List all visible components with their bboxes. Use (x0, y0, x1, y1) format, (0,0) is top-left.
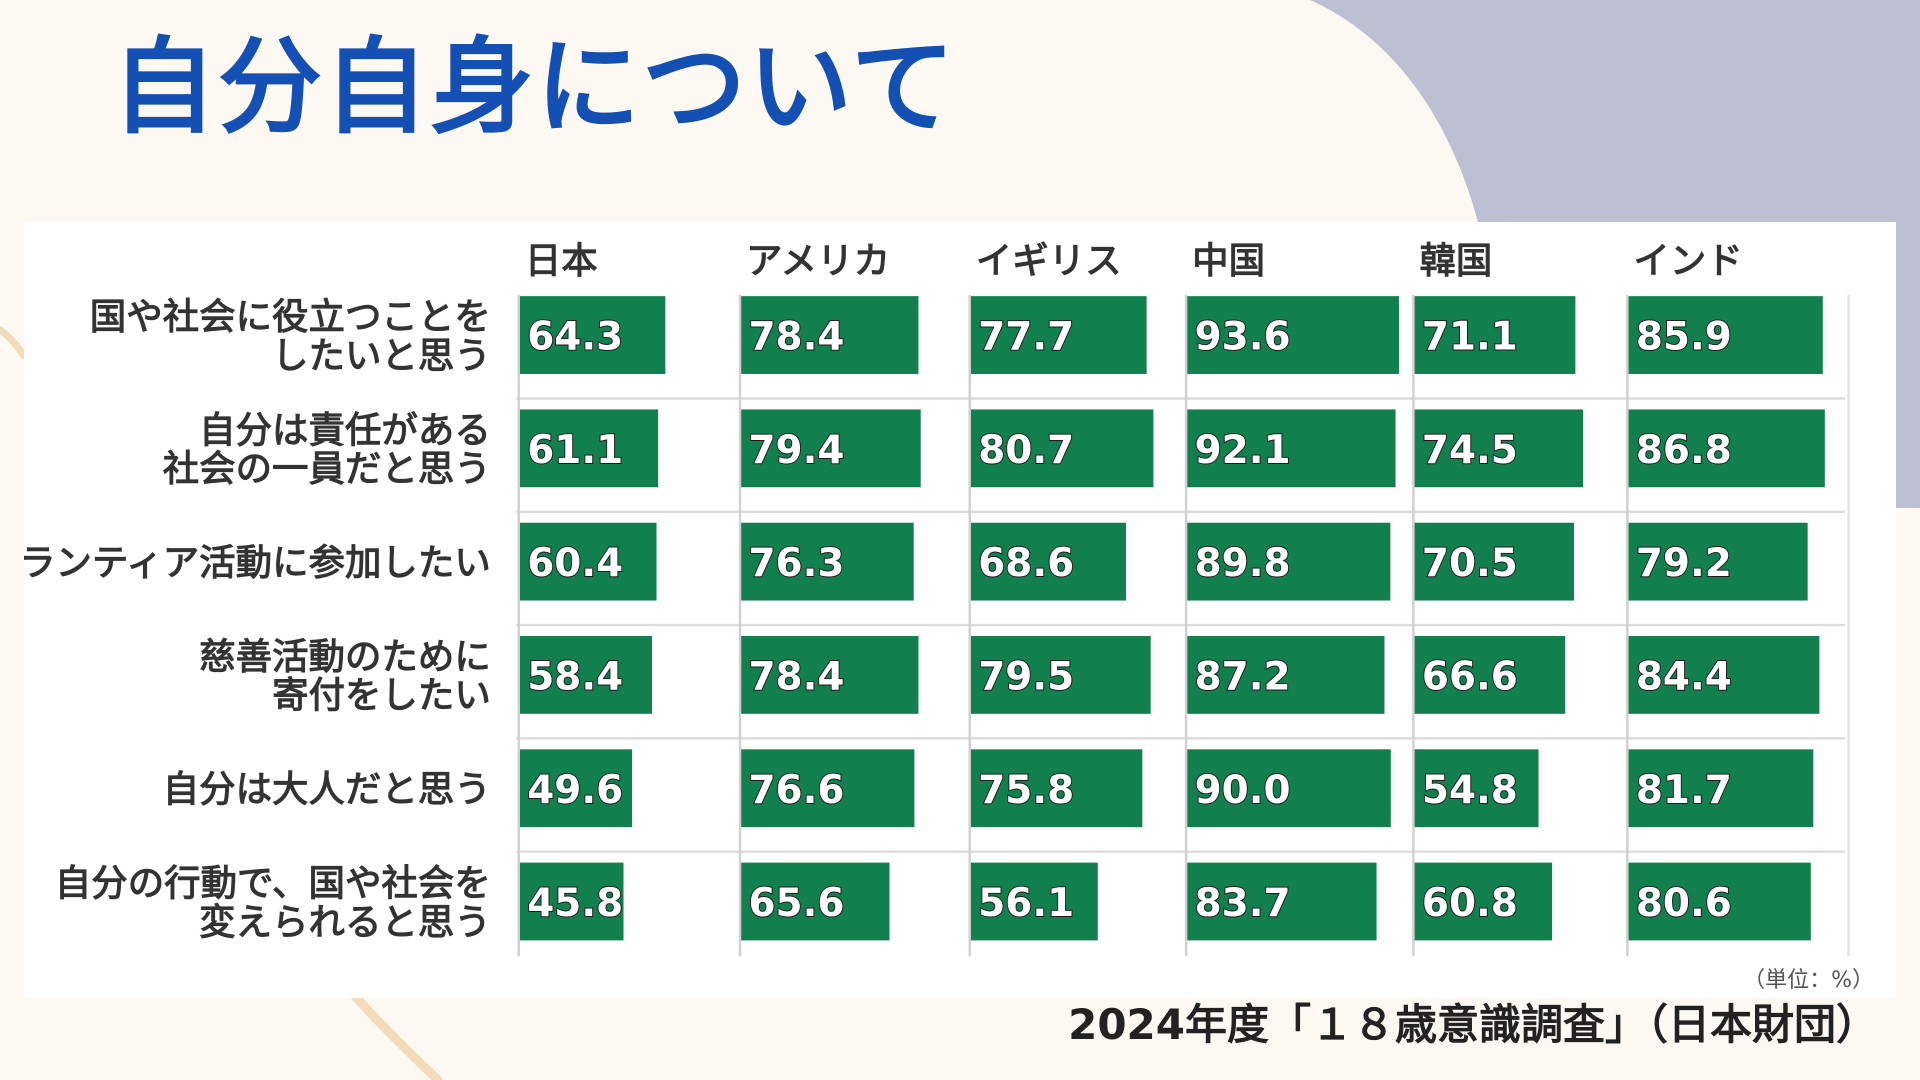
category-label: 国や社会に役立つことを (90, 295, 491, 338)
category-label: 変えられると思う (199, 900, 491, 943)
bar-value-label: 79.2 (1636, 541, 1732, 586)
bar (1414, 522, 1575, 601)
bar-value-label: 76.3 (748, 541, 844, 586)
country-header: 韓国 (1419, 239, 1492, 282)
bar (1628, 409, 1825, 488)
bar-value-label: 81.7 (1636, 768, 1732, 813)
bar (970, 409, 1154, 488)
bar (519, 409, 659, 488)
bar-value-label: 93.6 (1195, 315, 1291, 360)
bar (1187, 409, 1396, 488)
bar (519, 522, 657, 601)
bar (1414, 636, 1566, 714)
bar-value-label: 86.8 (1636, 428, 1732, 473)
bar-value-label: 49.6 (527, 768, 623, 813)
bar-value-label: 79.4 (748, 428, 844, 473)
bar-value-label: 84.4 (1636, 655, 1732, 700)
bar-value-label: 74.5 (1422, 428, 1518, 473)
bar-value-label: 78.4 (748, 655, 844, 700)
bar-value-label: 77.7 (978, 315, 1074, 360)
deco-line-bottom (350, 991, 443, 1080)
bar (1628, 636, 1820, 714)
bar (1414, 749, 1539, 828)
bar (519, 862, 624, 941)
bar (1414, 409, 1584, 488)
bar-value-label: 76.6 (748, 768, 844, 813)
category-label: 寄付をしたい (272, 674, 491, 717)
bar (970, 296, 1147, 374)
category-label: 自分は責任がある (199, 408, 491, 451)
bar-value-label: 85.9 (1636, 315, 1732, 360)
bar-value-label: 71.1 (1422, 315, 1518, 360)
bar (519, 296, 666, 374)
bar (1414, 862, 1553, 941)
bar-value-label: 60.8 (1422, 881, 1518, 926)
country-header: アメリカ (746, 239, 890, 282)
bar-value-label: 54.8 (1422, 768, 1518, 813)
bar (970, 636, 1151, 714)
bar (1187, 636, 1385, 714)
bar-value-label: 58.4 (527, 655, 623, 700)
category-label: 社会の一員だと思う (163, 447, 491, 490)
bar-value-label: 92.1 (1195, 428, 1291, 473)
country-header: 中国 (1192, 239, 1265, 282)
bar-value-label: 87.2 (1195, 655, 1291, 700)
bar-value-label: 45.8 (527, 881, 623, 926)
bar (741, 862, 890, 941)
bar (1628, 862, 1811, 941)
bar (741, 409, 921, 488)
bar (970, 862, 1098, 941)
category-label: したいと思う (272, 334, 491, 377)
bar (741, 636, 919, 714)
bar (1187, 522, 1391, 601)
bar-value-label: 83.7 (1195, 881, 1291, 926)
bar-value-label: 80.7 (978, 428, 1074, 473)
bar (741, 749, 915, 828)
bar-value-label: 66.6 (1422, 655, 1518, 700)
bar-value-label: 78.4 (748, 315, 844, 360)
bar (1628, 296, 1823, 374)
category-label: ボランティア活動に参加したい (24, 541, 491, 584)
category-label: 慈善活動のために (199, 635, 491, 678)
bar (1628, 749, 1814, 828)
bar (741, 296, 919, 374)
page-title: 自分自身について (112, 26, 957, 148)
bar (1414, 296, 1576, 374)
bar-value-label: 68.6 (978, 541, 1074, 586)
bar (970, 522, 1127, 601)
country-header: 日本 (525, 239, 598, 282)
deco-line-left (0, 326, 28, 360)
bar-value-label: 80.6 (1636, 881, 1732, 926)
bar-value-label: 65.6 (748, 881, 844, 926)
source-citation: 2024年度「１８歳意識調査」（日本財団） (1068, 1000, 1878, 1049)
bar-value-label: 60.4 (527, 541, 623, 586)
bar-value-label: 90.0 (1195, 768, 1291, 813)
bar-value-label: 56.1 (978, 881, 1074, 926)
bar (1187, 749, 1391, 828)
bar-value-label: 61.1 (527, 428, 623, 473)
bar-value-label: 89.8 (1195, 541, 1291, 586)
bar (519, 749, 633, 828)
country-header: インド (1633, 239, 1742, 282)
bar-chart: 日本 アメリカ イギリス 中国 韓国 インド国や社会に役立つことをしたいと思う自分は責任が… (24, 239, 1850, 957)
bar-value-label: 75.8 (978, 768, 1074, 813)
bar-value-label: 64.3 (527, 315, 623, 360)
bar-value-label: 79.5 (978, 655, 1074, 700)
bar (1187, 862, 1377, 941)
bar (970, 749, 1143, 828)
bar (1187, 296, 1399, 374)
bar-value-label: 70.5 (1422, 541, 1518, 586)
category-label: 自分の行動で、国や社会を (55, 861, 491, 904)
bar (1628, 522, 1808, 601)
chart-panel: 日本 アメリカ イギリス 中国 韓国 インド国や社会に役立つことを したいと思う自分は責任が… (24, 222, 1896, 998)
bar (741, 522, 914, 601)
bar (519, 636, 653, 714)
category-label: 自分は大人だと思う (163, 768, 491, 811)
unit-label: （単位：%） (1743, 968, 1874, 993)
country-header: イギリス (976, 239, 1122, 282)
